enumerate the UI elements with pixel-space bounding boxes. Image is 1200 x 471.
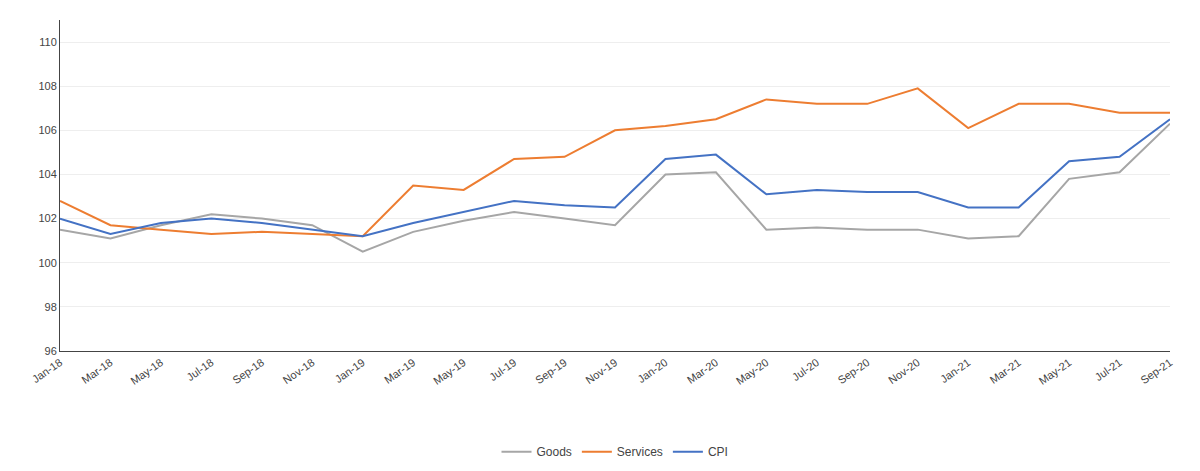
svg-text:May-21: May-21 (1036, 356, 1073, 387)
svg-text:Sep-20: Sep-20 (836, 356, 872, 386)
svg-text:Jan-21: Jan-21 (938, 356, 972, 385)
svg-text:Sep-21: Sep-21 (1138, 356, 1174, 386)
svg-text:Goods: Goods (537, 445, 572, 459)
svg-text:Mar-20: Mar-20 (685, 356, 720, 386)
svg-text:Jul-21: Jul-21 (1092, 356, 1123, 383)
svg-text:Services: Services (617, 445, 663, 459)
svg-text:CPI: CPI (708, 445, 728, 459)
svg-text:May-20: May-20 (734, 356, 771, 387)
svg-text:Jul-18: Jul-18 (184, 356, 215, 383)
svg-text:Jan-18: Jan-18 (30, 356, 64, 385)
svg-text:Sep-18: Sep-18 (230, 356, 266, 386)
svg-text:Nov-18: Nov-18 (281, 356, 317, 386)
svg-text:110: 110 (39, 36, 57, 48)
svg-text:Jul-19: Jul-19 (487, 356, 518, 383)
svg-text:Mar-18: Mar-18 (79, 356, 114, 386)
svg-text:Jan-20: Jan-20 (635, 356, 669, 385)
svg-text:96: 96 (45, 345, 57, 357)
svg-text:98: 98 (45, 301, 57, 313)
svg-text:108: 108 (38, 80, 56, 92)
svg-text:Nov-19: Nov-19 (583, 356, 619, 386)
svg-text:Jul-20: Jul-20 (790, 356, 821, 383)
svg-text:104: 104 (38, 168, 56, 180)
svg-text:May-19: May-19 (431, 356, 468, 387)
svg-text:May-18: May-18 (128, 356, 165, 387)
svg-text:102: 102 (38, 212, 56, 224)
svg-text:Sep-19: Sep-19 (533, 356, 569, 386)
svg-text:Jan-19: Jan-19 (333, 356, 367, 385)
svg-text:100: 100 (38, 257, 56, 269)
svg-text:106: 106 (38, 124, 56, 136)
svg-text:Mar-19: Mar-19 (382, 356, 417, 386)
svg-text:Mar-21: Mar-21 (988, 356, 1023, 386)
svg-text:Nov-20: Nov-20 (886, 356, 922, 386)
